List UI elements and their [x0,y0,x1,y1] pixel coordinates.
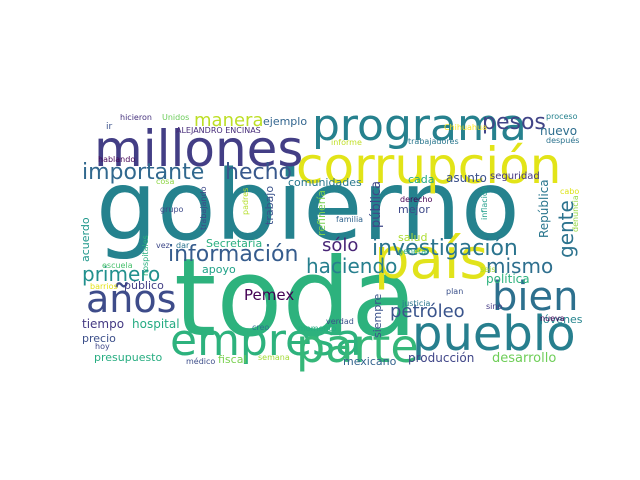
word: dar [176,241,190,250]
word: empresa [170,315,362,366]
word: ALEJANDRO ENCINAS [176,126,261,135]
word: Secretaría [206,237,263,250]
word: barrios [90,282,118,291]
word: derecho [400,195,433,204]
word: público [124,279,164,292]
word: momento [298,324,337,333]
word: médico [186,357,216,366]
word: presupuesto [94,351,163,364]
word: hecho [225,160,292,185]
word: escuela [102,261,133,270]
word: seguridad [490,171,540,182]
word: después [546,136,580,145]
word: petróleo [390,301,465,322]
word: nueva [540,314,565,323]
word: acuerdo [79,217,92,262]
word: seis [480,265,496,274]
word: verdad [326,317,354,326]
word: bien [492,274,579,320]
word: hospitales [141,235,150,276]
word: gobierno [96,150,520,262]
word: trabajadores [408,137,459,146]
word: sólo [322,235,359,256]
word: siempre [371,293,384,338]
word: comunidades [288,176,362,189]
word: semana [258,353,290,362]
word: refinería [315,189,328,236]
word: país [374,227,489,292]
word: padres [241,187,250,215]
word: fiscal [218,353,247,366]
word: sino [486,302,503,311]
word: hablando [98,155,136,164]
word: vez [156,241,170,250]
word: información [168,242,299,267]
word: mexicano [343,355,397,368]
word: ejemplo [263,115,308,128]
word: creo [252,323,270,332]
word: República [537,179,551,238]
word: desarrollo [492,351,557,366]
word: general [398,247,429,256]
word: pesos [482,110,546,135]
word: manera [194,110,264,131]
word: investigación [372,236,518,261]
word: familia [336,215,364,224]
word: años [86,277,177,321]
word: ir [106,122,113,132]
word: precio [82,332,116,345]
word: mejor [398,203,430,216]
word: política [486,272,530,286]
word: producción [408,351,475,365]
word: salud [398,231,428,244]
word: haciendo [306,254,398,278]
word: Pemex [244,286,295,304]
word: plan [446,287,464,296]
word: pueblo [412,306,576,362]
word: millones [94,120,304,178]
word: Chihuahua [444,123,487,132]
word: mismo [486,254,554,278]
word: asunto [446,171,487,185]
word: cada [408,173,435,186]
word: trabajando [199,186,208,230]
word: justicia [402,299,431,308]
word: parte [296,319,419,373]
word: nuevo [540,124,578,138]
word: proceso [546,112,578,121]
word: hoy [95,342,110,351]
word: corrupción [296,137,562,195]
word: inflación [480,186,489,220]
word: cosa [156,177,175,186]
word: jóvenes [540,313,583,326]
word: grupo [160,205,184,214]
word: primero [82,262,161,286]
word: hospital [132,317,180,331]
word: cabo [560,187,580,196]
word: trabajo [263,185,276,225]
word: apoyo [202,263,236,276]
word: hicieron [120,113,152,122]
word: pública [369,180,384,228]
word: informe [331,138,362,147]
word: importante [82,160,205,185]
word: denuncia [571,195,580,232]
word: toda [174,236,418,361]
word: programa [312,100,527,151]
word: tiempo [82,317,125,331]
word: Unidos [162,113,190,122]
